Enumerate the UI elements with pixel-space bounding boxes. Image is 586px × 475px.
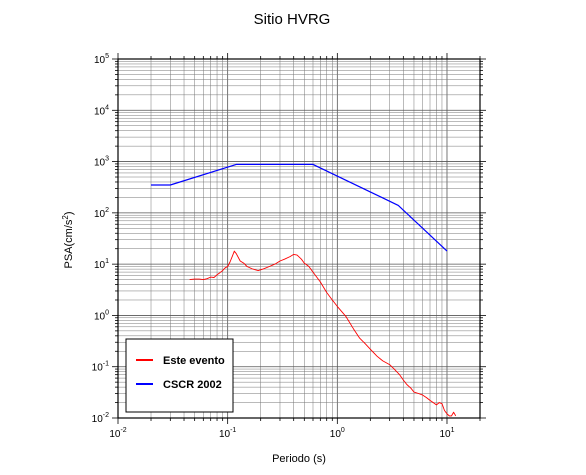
grid bbox=[117, 58, 481, 419]
y-tick-label: 103 bbox=[94, 156, 109, 169]
y-tick-label: 104 bbox=[94, 104, 109, 117]
legend-label-este-evento: Este evento bbox=[163, 355, 225, 367]
x-tick-label: 101 bbox=[439, 427, 454, 440]
y-tick-label: 100 bbox=[94, 309, 109, 322]
series-line-este-evento bbox=[189, 250, 457, 417]
chart-title: Sitio HVRG bbox=[254, 11, 331, 28]
legend-label-cscr-2002: CSCR 2002 bbox=[163, 379, 222, 391]
legend-box bbox=[125, 338, 234, 413]
y-tick-label: 10-2 bbox=[92, 412, 109, 425]
series-layer bbox=[151, 163, 457, 417]
axis-ticks: 10-2 10-1 100 101 10-2 10-1 100 101 102 103 104 105 bbox=[92, 53, 486, 440]
x-axis-label: Periodo (s) bbox=[272, 453, 326, 465]
y-tick-label: 10-1 bbox=[92, 361, 109, 374]
plot-area bbox=[117, 58, 481, 419]
y-axis-label-exp: 2 bbox=[61, 215, 70, 220]
legend: Este evento CSCR 2002 bbox=[125, 338, 234, 413]
series-line-cscr-2002 bbox=[151, 163, 448, 252]
y-axis-label: PSA(cm/s2) bbox=[61, 211, 76, 268]
x-tick-label: 100 bbox=[330, 427, 345, 440]
y-axis-label-base: PSA(cm/s bbox=[63, 219, 75, 268]
y-tick-label: 101 bbox=[94, 258, 109, 271]
x-tick-label: 10-2 bbox=[109, 427, 126, 440]
y-tick-label: 102 bbox=[94, 207, 109, 220]
y-tick-label: 105 bbox=[94, 53, 109, 66]
y-axis-label-close: ) bbox=[63, 211, 75, 215]
x-tick-label: 10-1 bbox=[219, 427, 236, 440]
